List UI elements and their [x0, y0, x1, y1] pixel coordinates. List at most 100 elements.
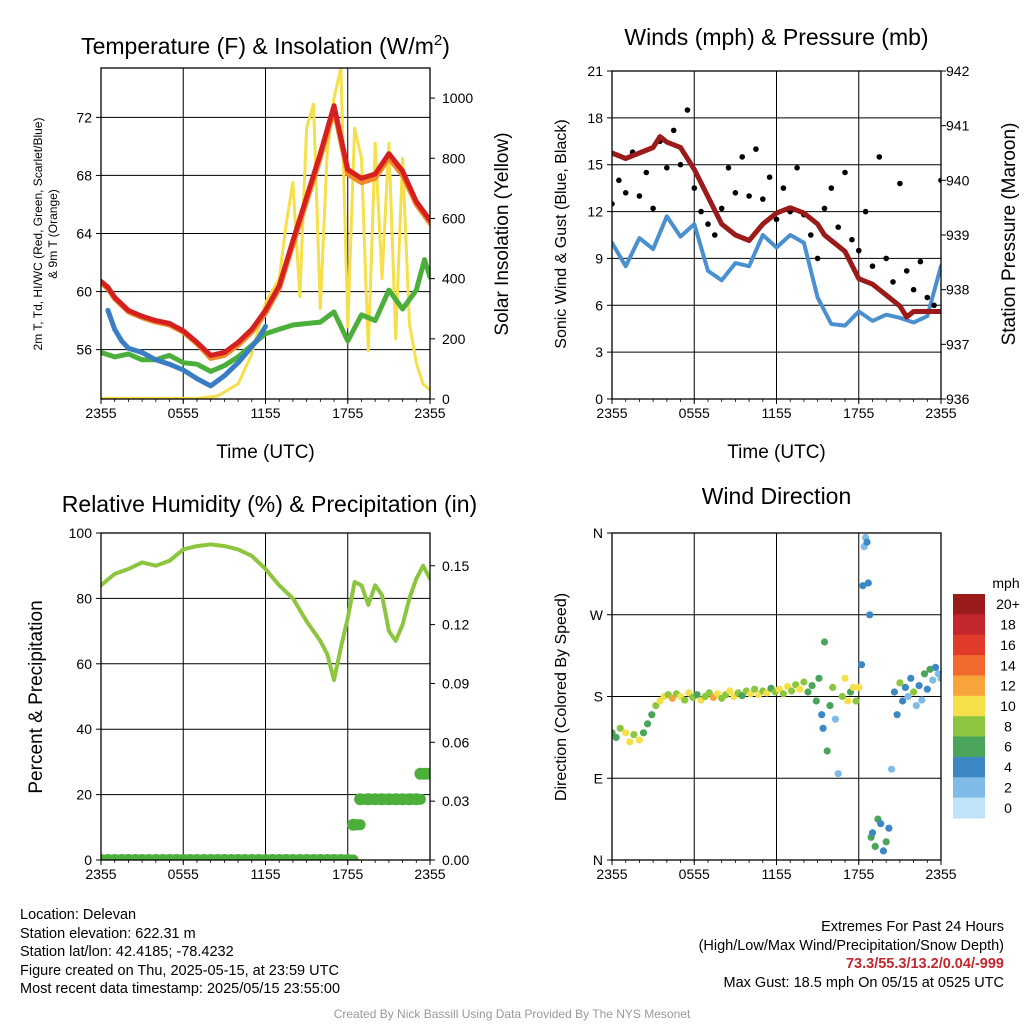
y-tick-label: 80 [76, 590, 92, 606]
precipitation-point [341, 854, 354, 860]
y-tick-label: W [590, 607, 604, 623]
direction-point [823, 747, 831, 755]
y-axis-label: Direction (Colored By Speed) [553, 593, 570, 801]
direction-point [644, 720, 652, 728]
wind-gust-point [856, 247, 862, 254]
direction-point [630, 731, 638, 739]
y-tick-label: 21 [587, 63, 603, 79]
legend-swatch [953, 614, 985, 636]
y2-tick-label: 0 [442, 391, 450, 407]
direction-point [681, 696, 689, 704]
y-tick-label: 12 [587, 204, 603, 220]
direction-point [738, 692, 746, 700]
y2-tick-label: 600 [442, 210, 466, 226]
direction-point [726, 687, 734, 695]
x-tick-label: 2355 [925, 405, 956, 421]
y2-tick-label: 938 [946, 282, 970, 298]
direction-point [901, 683, 910, 692]
wind-gust-point [622, 190, 629, 196]
legend-label: 18 [1000, 617, 1016, 633]
wind-gust-point [677, 161, 684, 168]
legend-label: 10 [1000, 698, 1016, 714]
wind-gust-point [616, 177, 622, 184]
y-tick-label: 68 [76, 167, 92, 183]
y-tick-label: N [593, 852, 603, 868]
speed-legend: mph 20+ 18 16 14 12 10 8 6 4 2 0 [953, 575, 1020, 819]
wind-speed-line [612, 214, 941, 328]
x-axis-label: Time (UTC) [216, 442, 315, 463]
wind-gust-point [814, 255, 821, 262]
legend-swatch [953, 634, 985, 656]
y-tick-label: 72 [76, 109, 92, 125]
wind-gust-point [739, 154, 745, 160]
y2-tick-label: 0.09 [442, 675, 469, 691]
direction-point [652, 702, 660, 710]
legend-title: mph [992, 575, 1019, 591]
wind-gust-point [705, 221, 711, 227]
y-tick-label: 20 [76, 787, 92, 803]
wind-gust-point [636, 193, 643, 199]
wind-gust-point [612, 201, 615, 207]
extremes-title: Extremes For Past 24 Hours [821, 919, 1004, 935]
direction-point [616, 724, 624, 732]
x-tick-label: 1755 [332, 866, 363, 882]
panel-1: 2355 0555 1155 1755 2355 56 60 64 68 72 0 200 400 600… [31, 32, 513, 463]
y2-tick-label: 936 [946, 391, 970, 407]
direction-point [920, 670, 929, 678]
direction-point [864, 579, 872, 587]
direction-point [826, 702, 834, 710]
direction-point [831, 715, 840, 723]
legend-label: 4 [1004, 759, 1012, 775]
extremes-values: 73.3/55.3/13.2/0.04/-999 [845, 956, 1004, 973]
y-tick-label: 100 [69, 525, 93, 541]
y-tick-label: 60 [76, 284, 92, 300]
direction-point [893, 711, 901, 719]
station-location: Location: Delevan [20, 907, 137, 923]
y-axis-label: 2m T, Td, HI/WC (Red, Green, Scarlet/Blu… [31, 118, 45, 351]
wind-gust-point [862, 208, 869, 215]
x-tick-label: 1155 [250, 866, 280, 882]
legend-label: 6 [1004, 739, 1012, 755]
y2-tick-label: 400 [442, 271, 466, 287]
legend-label: 14 [1000, 657, 1016, 673]
wind-gust-point [766, 174, 773, 180]
wind-gust-point [931, 302, 937, 309]
legend-label: 2 [1004, 779, 1012, 795]
direction-point [923, 685, 931, 693]
max-gust: Max Gust: 18.5 mph On 05/15 at 0525 UTC [723, 974, 1004, 991]
direction-point [693, 691, 701, 699]
y-tick-label: N [593, 525, 603, 541]
y2-tick-label: 939 [946, 227, 970, 243]
direction-point [907, 674, 915, 682]
y2-tick-label: 0.00 [442, 852, 469, 868]
wind-gust-point [924, 294, 931, 301]
x-tick-label: 2355 [596, 405, 627, 421]
direction-point [885, 824, 893, 832]
y2-axis-label: Solar Insolation (Yellow) [492, 132, 513, 335]
x-tick-label: 1755 [843, 405, 874, 421]
direction-point [751, 685, 759, 693]
direction-point [800, 678, 808, 686]
y-tick-label: 6 [595, 297, 603, 313]
wind-gust-point [732, 190, 739, 196]
y2-tick-label: 0.15 [442, 558, 469, 574]
y-tick-label: 15 [587, 157, 603, 173]
y2-tick-label: 200 [442, 331, 466, 347]
wind-gust-point [718, 205, 725, 212]
legend-swatch [953, 594, 985, 615]
x-tick-label: 0555 [168, 866, 199, 882]
direction-point [926, 665, 934, 673]
direction-point [863, 538, 871, 546]
direction-point [868, 829, 877, 837]
direction-point [804, 688, 812, 696]
direction-point [635, 736, 644, 744]
y-tick-label: E [594, 770, 603, 786]
direction-point [859, 582, 867, 590]
direction-point [888, 765, 896, 773]
wind-gust-point [650, 205, 656, 212]
extremes-info: Extremes For Past 24 Hours (High/Low/Max… [699, 918, 1004, 992]
x-tick-label: 1155 [761, 405, 791, 421]
y2-tick-label: 940 [946, 172, 970, 188]
direction-point [857, 661, 866, 669]
